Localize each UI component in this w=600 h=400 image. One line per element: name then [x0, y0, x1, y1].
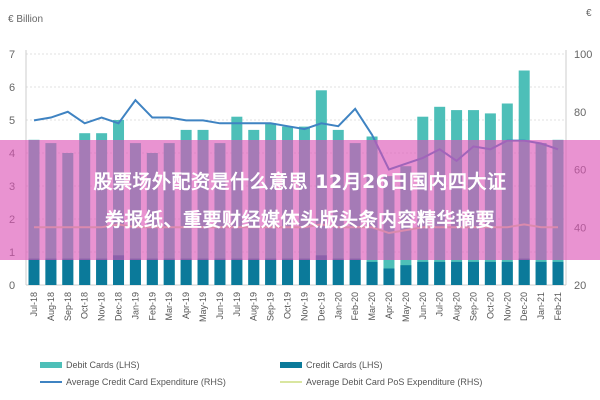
svg-text:Jun-20: Jun-20 [418, 292, 428, 320]
svg-text:Feb-19: Feb-19 [147, 292, 157, 321]
svg-text:Jul-19: Jul-19 [232, 292, 242, 317]
svg-text:Dec-18: Dec-18 [114, 292, 124, 321]
legend-credit: Credit Cards (LHS) [280, 360, 383, 370]
svg-text:Oct-20: Oct-20 [485, 292, 495, 319]
legend-label-avg-credit: Average Credit Card Expenditure (RHS) [66, 377, 226, 387]
svg-text:May-19: May-19 [198, 292, 208, 322]
svg-text:Apr-19: Apr-19 [181, 292, 191, 319]
svg-text:Aug-20: Aug-20 [452, 292, 462, 321]
legend-swatch-avg-debit-pos [280, 381, 302, 383]
svg-text:Jan-19: Jan-19 [130, 292, 140, 320]
legend-avg-debit-pos: Average Debit Card PoS Expenditure (RHS) [280, 377, 482, 387]
legend-avg-credit: Average Credit Card Expenditure (RHS) [40, 377, 226, 387]
svg-text:Mar-20: Mar-20 [367, 292, 377, 321]
svg-text:Dec-20: Dec-20 [519, 292, 529, 321]
svg-text:May-20: May-20 [401, 292, 411, 322]
svg-text:Jan-21: Jan-21 [536, 292, 546, 320]
svg-text:Mar-19: Mar-19 [164, 292, 174, 321]
svg-text:Nov-18: Nov-18 [97, 292, 107, 321]
svg-text:Jun-19: Jun-19 [215, 292, 225, 320]
svg-text:100: 100 [574, 49, 592, 61]
legend-label-credit: Credit Cards (LHS) [306, 360, 383, 370]
svg-text:Oct-18: Oct-18 [80, 292, 90, 319]
svg-text:Sep-18: Sep-18 [63, 292, 73, 321]
svg-text:Oct-19: Oct-19 [283, 292, 293, 319]
svg-text:20: 20 [574, 280, 586, 292]
overlay-line-2: 券报纸、重要财经媒体头版头条内容精华摘要 [104, 209, 495, 231]
svg-text:80: 80 [574, 107, 586, 119]
svg-text:Jul-20: Jul-20 [435, 292, 445, 317]
x-axis-labels: Jul-18 Aug-18 Sep-18 Oct-18 Nov-18 Dec-18 Jan-… [29, 292, 563, 322]
svg-text:6: 6 [9, 82, 15, 94]
right-axis-unit: € [586, 8, 592, 19]
svg-text:Aug-19: Aug-19 [249, 292, 259, 321]
svg-text:Sep-19: Sep-19 [266, 292, 276, 321]
svg-text:5: 5 [9, 115, 15, 127]
legend-label-avg-debit-pos: Average Debit Card PoS Expenditure (RHS) [306, 377, 483, 387]
svg-text:Dec-19: Dec-19 [316, 292, 326, 321]
legend-swatch-debit [40, 362, 62, 368]
legend-label-debit: Debit Cards (LHS) [66, 360, 140, 370]
svg-text:Nov-19: Nov-19 [299, 292, 309, 321]
overlay-headline: 股票场外配资是什么意思 12月26日国内四大证 券报纸、重要财经媒体头版头条内容… [0, 163, 600, 239]
svg-text:Apr-20: Apr-20 [384, 292, 394, 319]
legend-swatch-avg-credit [40, 381, 62, 383]
svg-text:Nov-20: Nov-20 [502, 292, 512, 321]
legend-swatch-credit [280, 362, 302, 368]
svg-text:0: 0 [9, 280, 15, 292]
svg-text:Feb-20: Feb-20 [350, 292, 360, 321]
left-axis-unit: € Billion [8, 14, 44, 25]
svg-text:Jul-18: Jul-18 [29, 292, 39, 317]
legend-debit: Debit Cards (LHS) [40, 360, 140, 370]
svg-text:Aug-18: Aug-18 [46, 292, 56, 321]
svg-text:Jan-20: Jan-20 [333, 292, 343, 320]
svg-text:Feb-21: Feb-21 [553, 292, 563, 321]
svg-text:7: 7 [9, 49, 15, 61]
overlay-banner [0, 140, 600, 260]
svg-text:Sep-20: Sep-20 [468, 292, 478, 321]
overlay-line-1: 股票场外配资是什么意思 12月26日国内四大证 [93, 171, 507, 193]
